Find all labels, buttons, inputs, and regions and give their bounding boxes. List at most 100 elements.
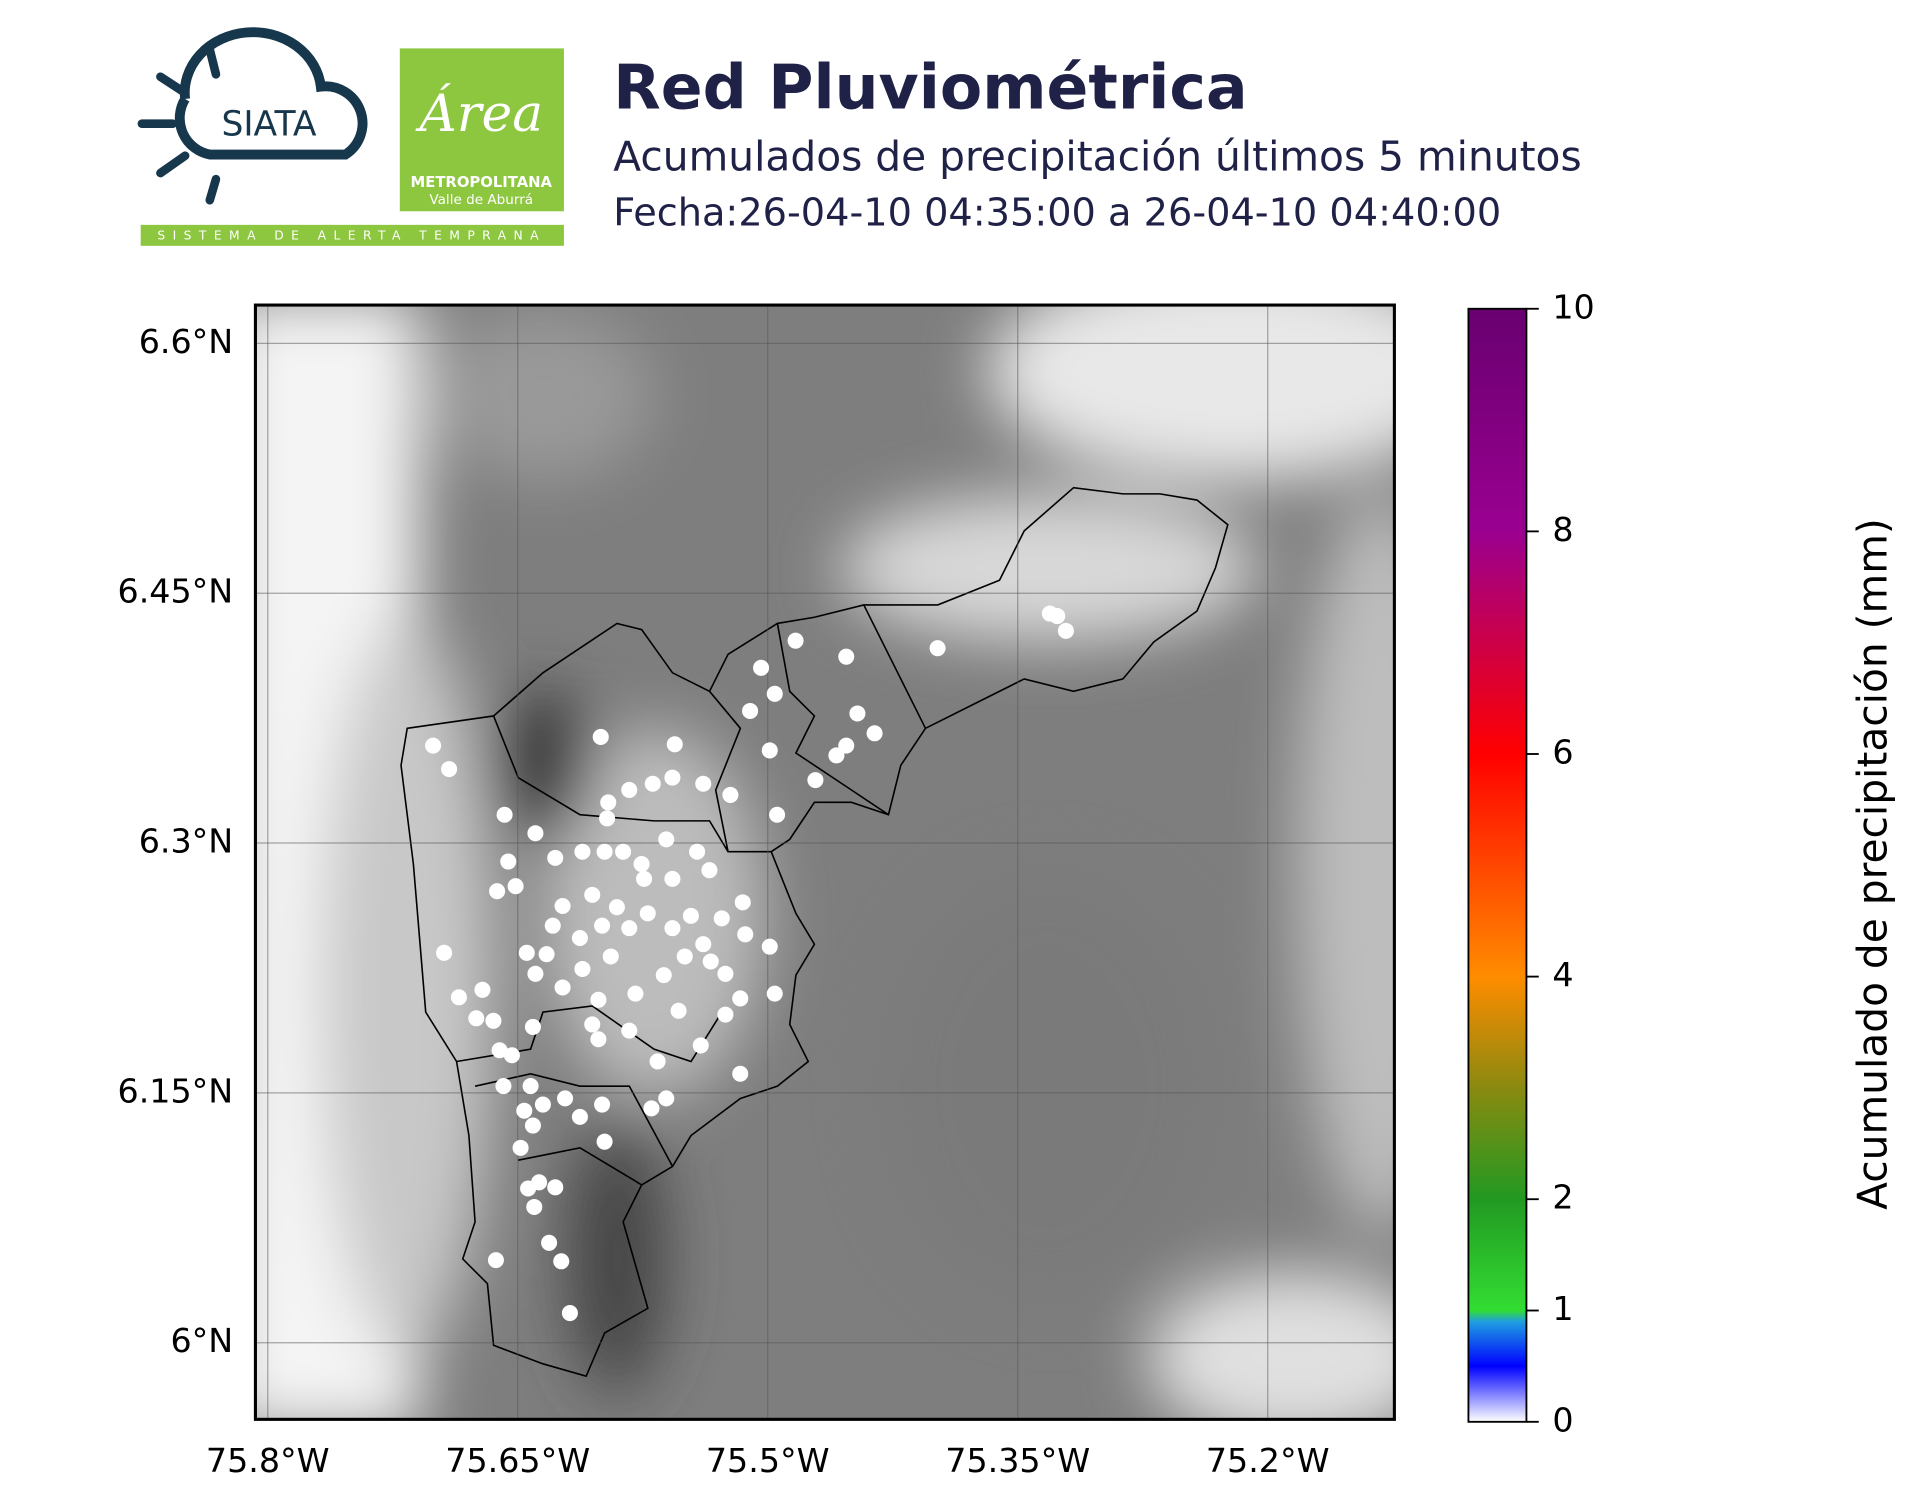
station (649, 1053, 666, 1070)
station (602, 948, 619, 965)
station (594, 1096, 611, 1113)
station (538, 946, 555, 963)
colorbar (1467, 307, 1528, 1423)
station (557, 1090, 574, 1107)
station (547, 849, 564, 866)
station (689, 843, 706, 860)
y-tick-label: 6.6°N (139, 322, 234, 361)
station (732, 1065, 749, 1082)
colorbar-tick-label: 1 (1552, 1289, 1573, 1328)
x-tick-label: 75.35°W (945, 1441, 1090, 1480)
y-tick-label: 6.15°N (118, 1071, 234, 1110)
station (571, 929, 588, 947)
station (584, 886, 601, 903)
station (666, 736, 683, 753)
station (524, 1117, 541, 1134)
station (487, 1252, 504, 1269)
station (621, 781, 638, 798)
station (547, 1179, 564, 1196)
station (600, 794, 617, 811)
station (516, 1102, 533, 1119)
station (866, 725, 883, 742)
station (695, 775, 712, 792)
station (534, 1096, 551, 1113)
station (1057, 622, 1074, 639)
logo-text: Valle de Aburrá (429, 192, 533, 208)
y-tick-label: 6.45°N (118, 572, 234, 611)
station (761, 938, 778, 955)
chart-subtitle: Acumulados de precipitación últimos 5 mi… (613, 132, 1581, 180)
chart-title: Red Pluviométrica (613, 52, 1247, 124)
station (766, 685, 783, 702)
colorbar-tick-label: 10 (1552, 287, 1594, 326)
logo-text: Área (415, 82, 543, 144)
station (507, 878, 524, 895)
station (732, 990, 749, 1007)
station (761, 742, 778, 759)
station (594, 917, 611, 934)
station (561, 1305, 578, 1322)
station (527, 825, 544, 842)
station (664, 920, 681, 937)
station (717, 965, 734, 982)
x-tick-label: 75.8°W (206, 1441, 330, 1480)
station (590, 991, 607, 1008)
station (695, 936, 712, 953)
station (574, 843, 591, 860)
station (524, 1018, 541, 1035)
y-tick-label: 6.3°N (139, 822, 234, 861)
station (596, 1133, 613, 1150)
station (766, 985, 783, 1002)
station (692, 1037, 709, 1054)
station (503, 1047, 520, 1064)
logo-text: SISTEMA DE ALERTA TEMPRANA (157, 228, 546, 242)
x-tick-label: 75.65°W (445, 1441, 590, 1480)
station (574, 960, 591, 977)
station (485, 1012, 502, 1029)
station (544, 917, 561, 934)
station (737, 926, 754, 943)
colorbar-label: Acumulado de precipitación (mm) (1849, 518, 1897, 1210)
plot-area (255, 305, 1395, 1420)
station (489, 883, 506, 900)
station (496, 806, 513, 823)
logo-text: METROPOLITANA (411, 174, 553, 191)
station (807, 772, 824, 789)
station (596, 843, 613, 860)
station (615, 843, 632, 860)
station (520, 1180, 537, 1197)
station (636, 870, 653, 887)
station (722, 786, 739, 803)
station (664, 870, 681, 887)
station (627, 985, 644, 1002)
station (639, 905, 656, 922)
station (682, 907, 699, 924)
date-range: Fecha:26-04-10 04:35:00 a 26-04-10 04:40… (613, 190, 1501, 235)
station (838, 648, 855, 665)
colorbar-tick-label: 4 (1552, 955, 1573, 994)
station (491, 1042, 508, 1059)
station (608, 899, 625, 916)
station (664, 769, 681, 786)
station (527, 965, 544, 982)
station (849, 705, 866, 722)
station (838, 737, 855, 754)
station (599, 810, 616, 827)
station (717, 1006, 734, 1023)
station (554, 897, 571, 915)
station (592, 728, 609, 745)
station (713, 910, 730, 927)
station (702, 953, 719, 970)
station (541, 1234, 558, 1251)
station (676, 948, 693, 965)
station (643, 1100, 660, 1117)
station (644, 775, 661, 792)
station (518, 944, 535, 961)
plot-frame (253, 303, 1396, 1421)
station (621, 1022, 638, 1039)
station (474, 981, 491, 998)
station (425, 737, 442, 754)
colorbar-tick-label: 2 (1552, 1178, 1573, 1217)
station (468, 1010, 485, 1027)
